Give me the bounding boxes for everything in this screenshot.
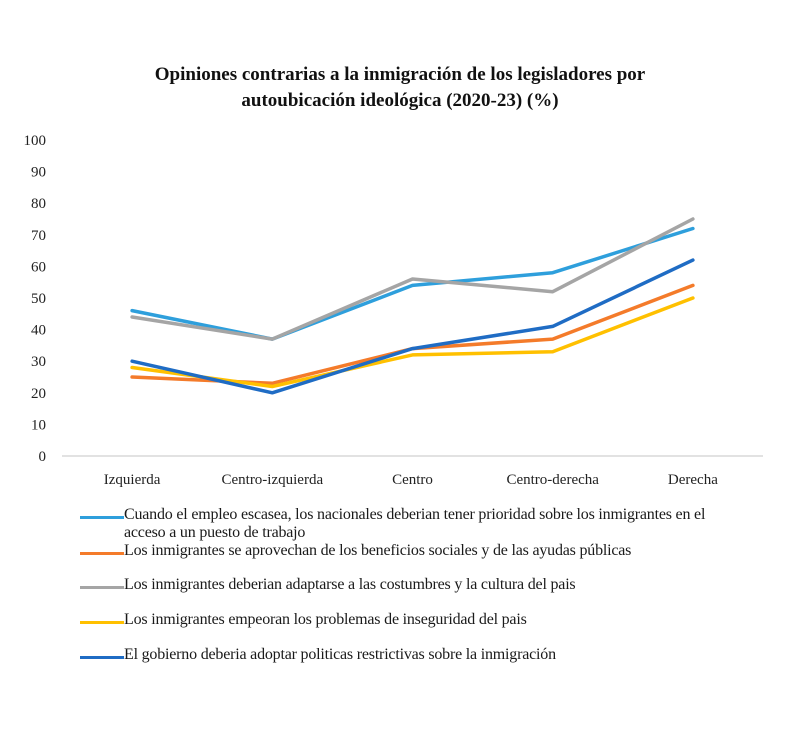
legend-label: Los inmigrantes deberian adaptarse a las… [124, 576, 576, 593]
x-tick-label: Centro-izquierda [221, 472, 323, 488]
y-tick-label: 30 [31, 354, 46, 370]
legend-item: Los inmigrantes se aprovechan de los ben… [80, 542, 724, 560]
legend-line-icon [80, 656, 124, 659]
x-axis: Izquierda Centro-izquierda Centro Centro-de… [104, 472, 718, 488]
chart-title-line-1: Opiniones contrarias a la inmigración de… [155, 64, 646, 85]
x-tick-label: Centro [392, 472, 433, 488]
series-lines [130, 217, 695, 395]
legend-line-icon [80, 621, 124, 624]
y-tick-label: 40 [31, 323, 46, 339]
legend-item: Cuando el empleo escasea, los nacionales… [80, 506, 724, 542]
legend-item: El gobierno deberia adoptar politicas re… [80, 646, 724, 664]
legend-label: El gobierno deberia adoptar politicas re… [124, 646, 556, 663]
series-line-1 [130, 226, 695, 341]
legend-label: Los inmigrantes empeoran los problemas d… [124, 611, 527, 628]
legend-line-icon [80, 552, 124, 555]
y-tick-label: 0 [39, 449, 47, 465]
y-tick-label: 20 [31, 386, 46, 402]
y-tick-label: 80 [31, 196, 46, 212]
chart-title-line-2: autoubicación ideológica (2020-23) (%) [241, 90, 558, 111]
y-tick-label: 90 [31, 165, 46, 181]
y-tick-label: 10 [31, 417, 46, 433]
legend-label: Cuando el empleo escasea, los nacionales… [124, 506, 706, 541]
legend-line-icon [80, 516, 124, 519]
legend-item: Los inmigrantes empeoran los problemas d… [80, 611, 724, 629]
x-tick-label: Derecha [668, 472, 718, 488]
y-tick-label: 70 [31, 228, 46, 244]
legend-item: Los inmigrantes deberian adaptarse a las… [80, 576, 724, 594]
series-line-4 [130, 296, 695, 389]
chart-title: Opiniones contrarias a la inmigración de… [155, 64, 646, 111]
x-tick-label: Centro-derecha [506, 472, 599, 488]
legend-line-icon [80, 586, 124, 589]
y-axis: 0 10 20 30 40 50 60 70 80 90 100 [24, 133, 47, 465]
x-tick-label: Izquierda [104, 472, 161, 488]
y-tick-label: 50 [31, 291, 46, 307]
y-tick-label: 60 [31, 259, 46, 275]
legend-label: Los inmigrantes se aprovechan de los ben… [124, 542, 632, 559]
y-tick-label: 100 [24, 133, 47, 149]
